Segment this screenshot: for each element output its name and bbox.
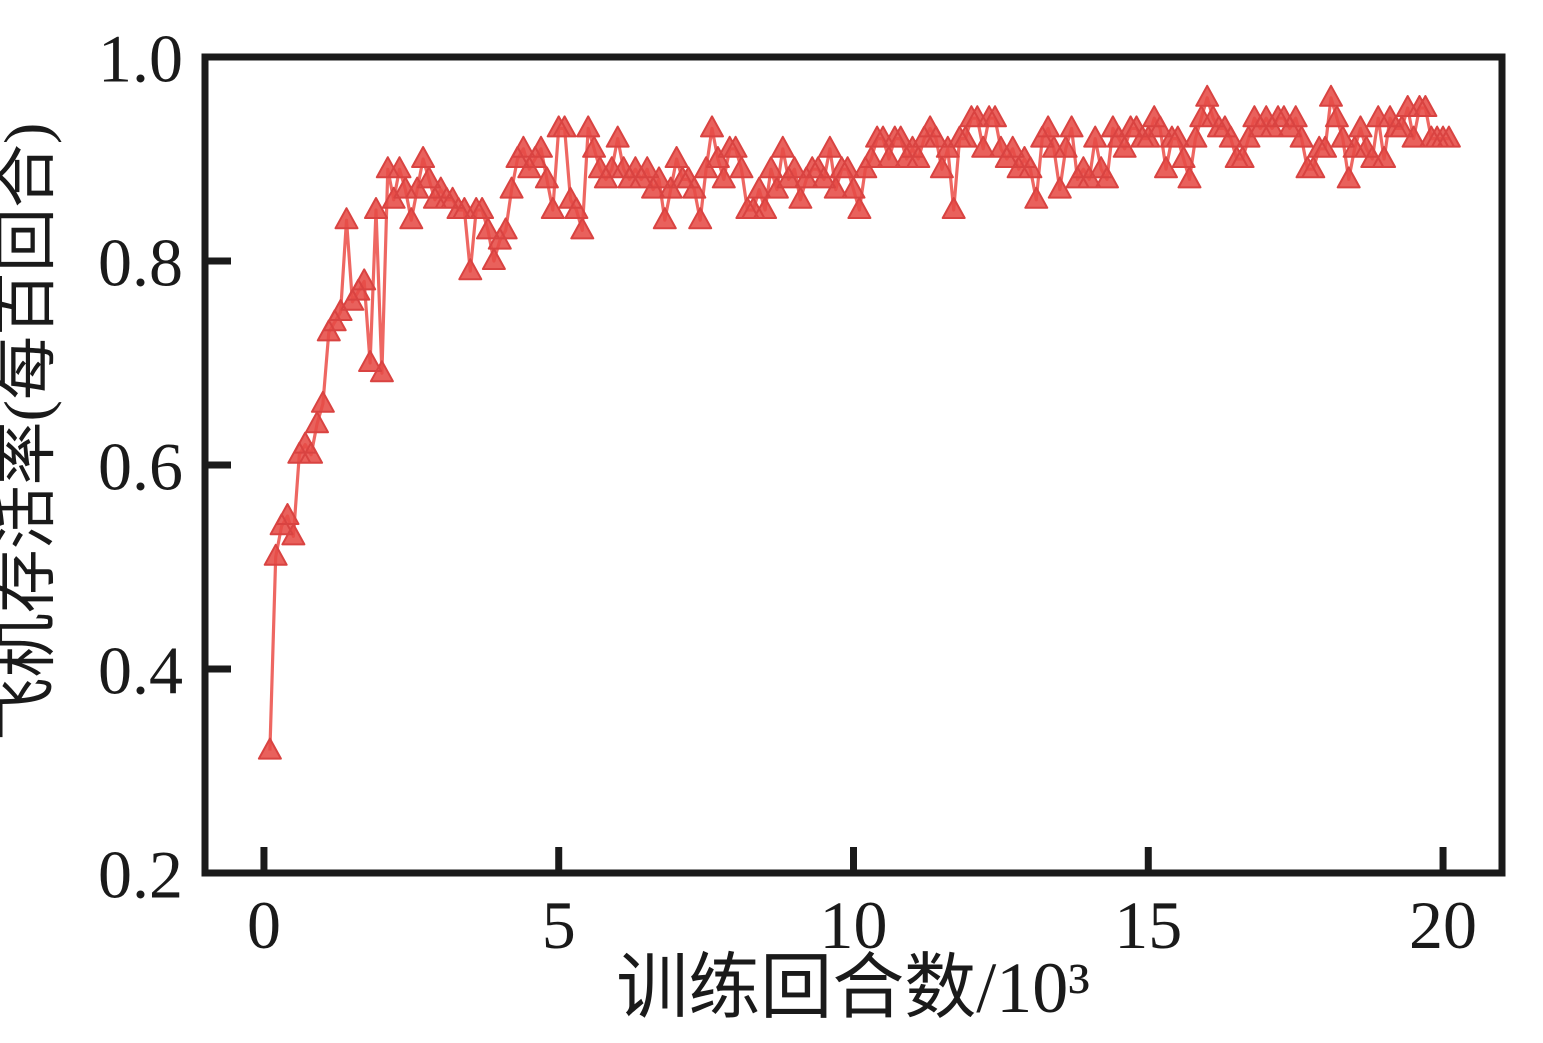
x-tick-label: 15: [1114, 887, 1182, 963]
axis-frame: [201, 53, 1506, 877]
x-tick-label: 5: [542, 887, 576, 963]
y-tick-label: 0.4: [98, 632, 183, 708]
x-tick-label: 10: [820, 887, 888, 963]
y-axis-label: 飞机存活率(每百回合): [0, 123, 62, 742]
plot-area: [257, 84, 1461, 760]
x-axis-label: 训练回合数/10³: [616, 948, 1090, 1028]
x-tick-label: 0: [247, 887, 281, 963]
y-tick-label: 0.8: [98, 224, 183, 300]
axis-ticks: 0 5 10 15 20 0.2 0.4 0.6 0.8 1.0: [98, 20, 1506, 963]
y-tick-label: 1.0: [98, 20, 183, 96]
x-tick-label: 20: [1409, 887, 1477, 963]
y-tick-label: 0.2: [98, 836, 183, 912]
series-markers: [257, 84, 1461, 760]
y-tick-label: 0.6: [98, 428, 183, 504]
